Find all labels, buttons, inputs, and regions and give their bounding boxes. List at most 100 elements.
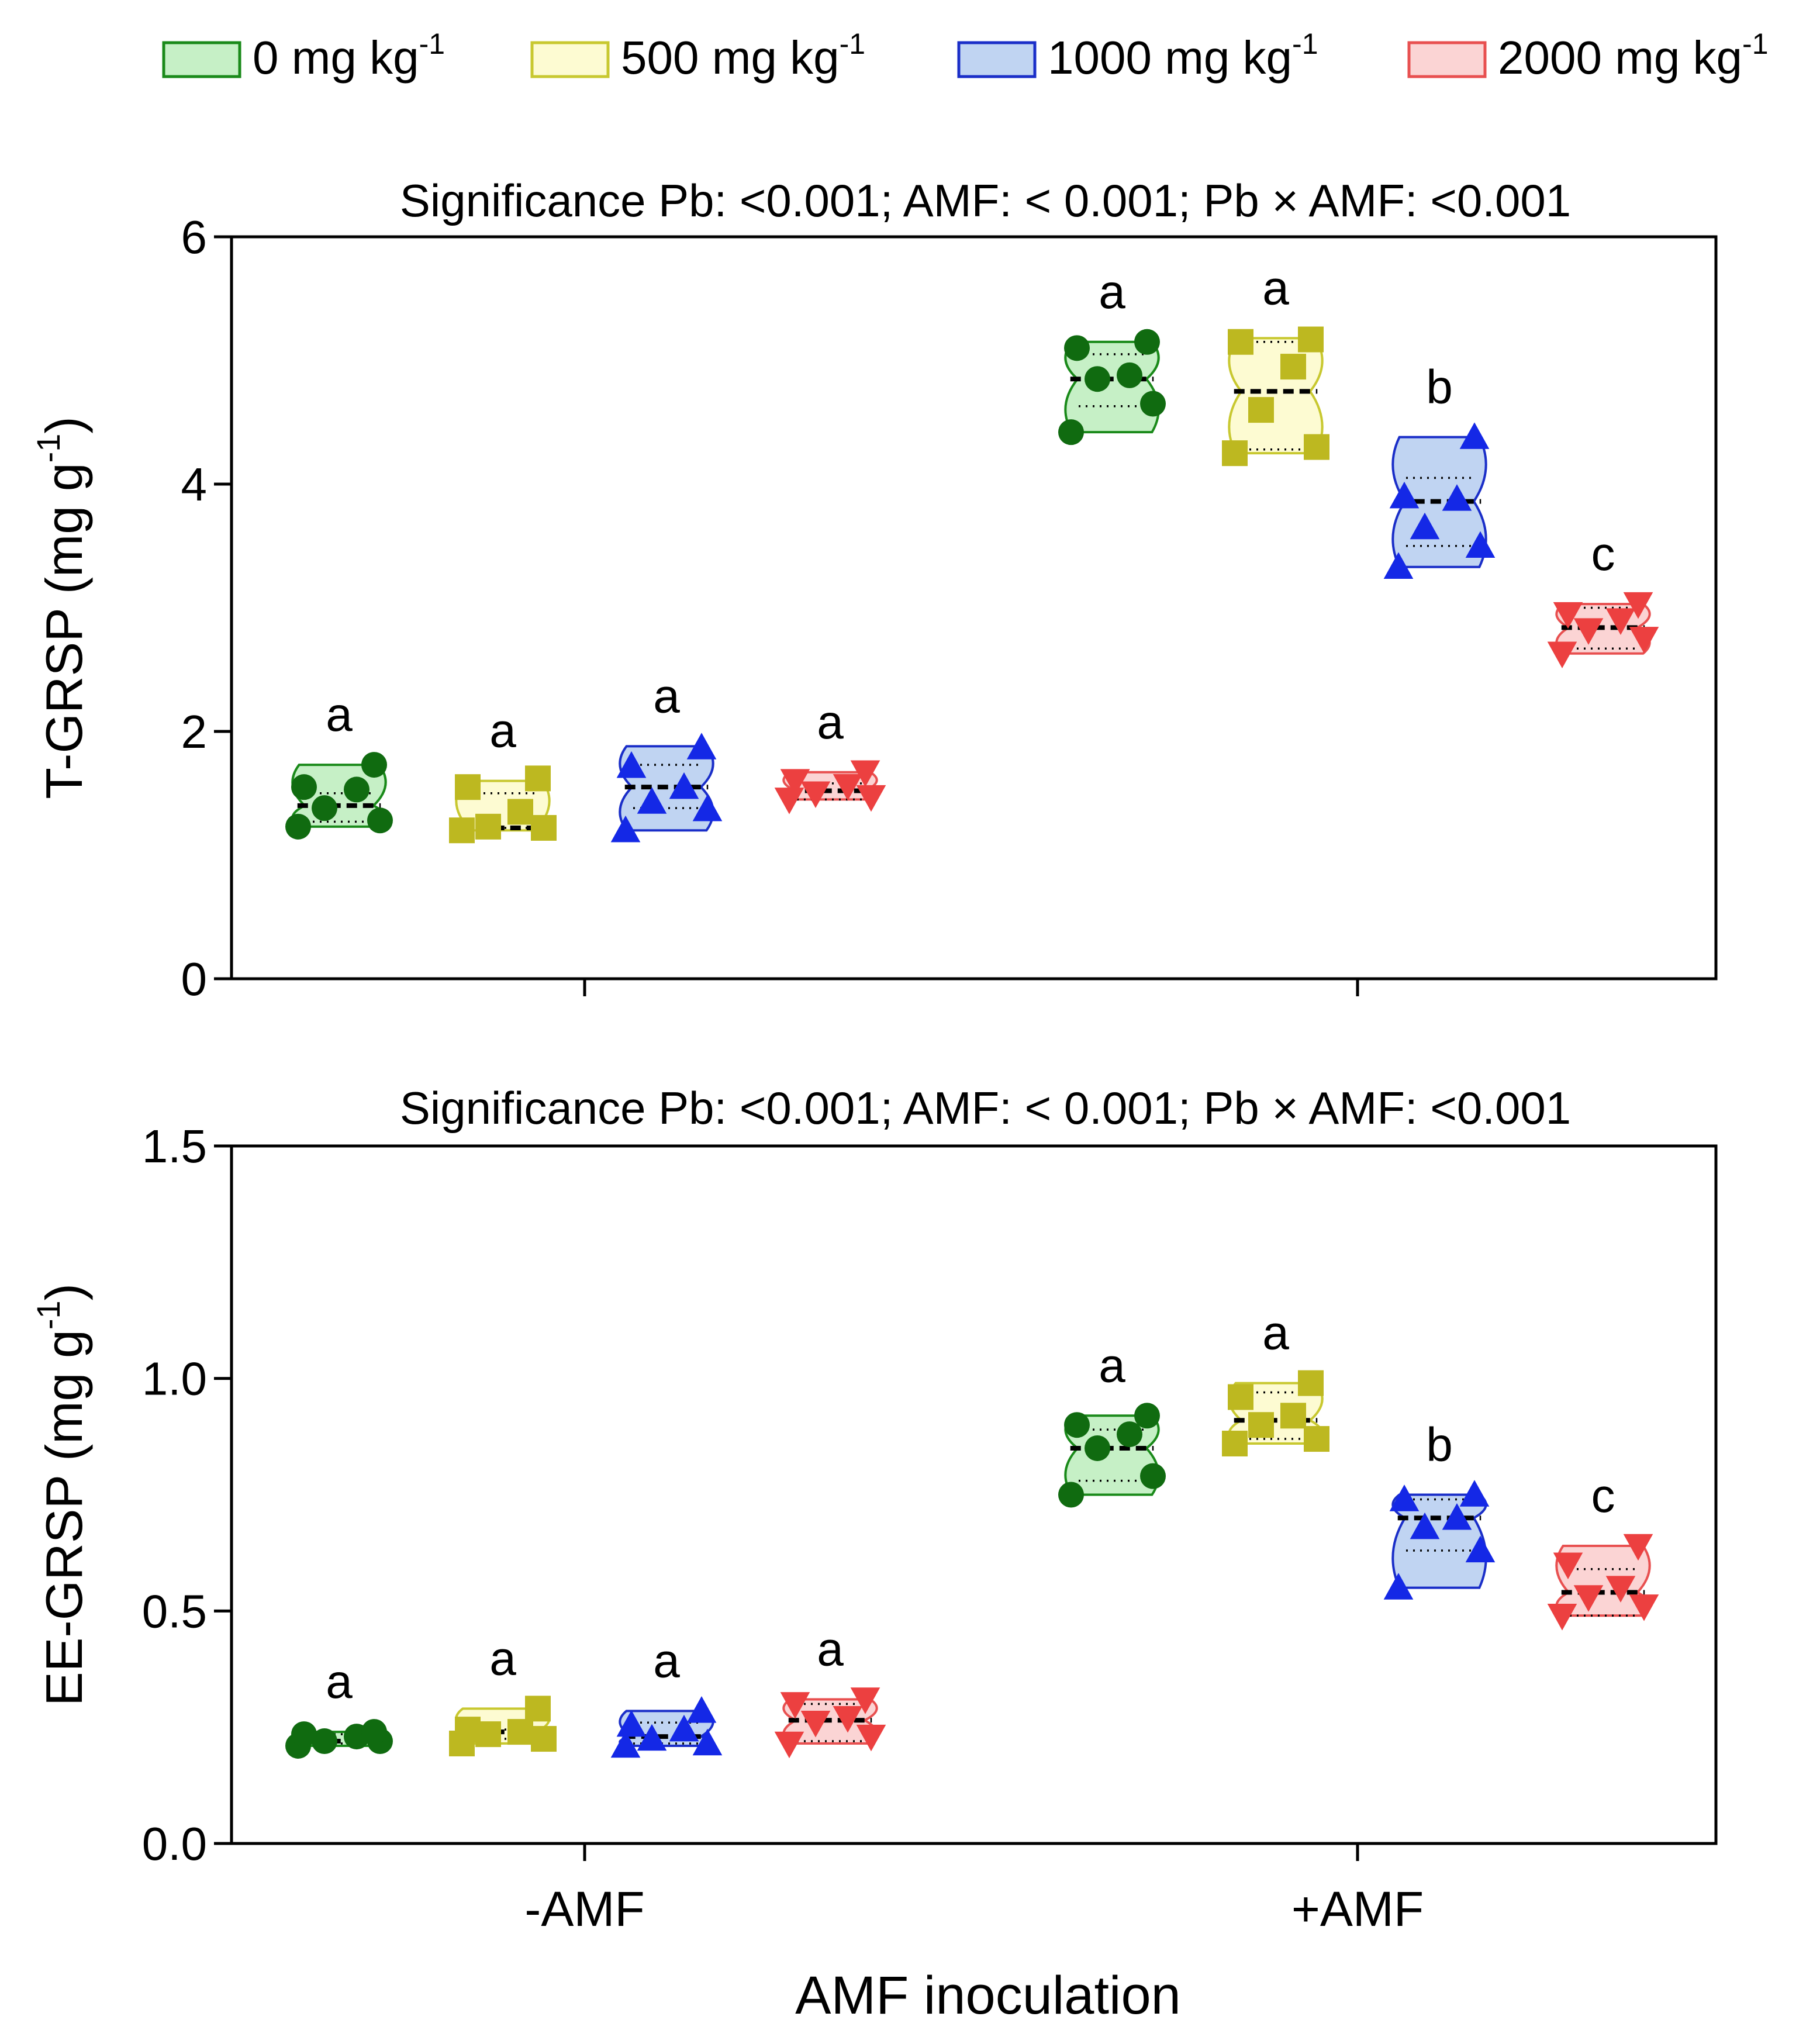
data-point <box>1298 1370 1324 1396</box>
data-point <box>1605 1576 1636 1603</box>
data-point <box>1304 1426 1329 1452</box>
legend-swatch <box>957 41 1037 78</box>
panel-eegrsp: Significance Pb: <0.001; AMF: < 0.001; P… <box>30 1082 1718 1870</box>
data-point <box>455 1717 481 1743</box>
data-point <box>475 813 501 840</box>
data-point <box>774 1731 804 1759</box>
data-point <box>1442 484 1472 511</box>
violin: a <box>1222 261 1329 467</box>
significance-letter: c <box>1591 1469 1615 1522</box>
legend-label: 500 mg kg-1 <box>621 27 865 84</box>
data-point <box>1280 354 1306 380</box>
data-point <box>692 1728 723 1756</box>
data-point <box>291 1721 317 1748</box>
data-point <box>1389 481 1420 509</box>
y-tick-label: 2 <box>181 706 208 758</box>
data-point <box>1134 1403 1160 1429</box>
data-point <box>856 1724 886 1752</box>
data-point <box>1228 329 1253 355</box>
x-axis: -AMF +AMF AMF inoculation <box>524 1881 1424 2025</box>
legend-label: 0 mg kg-1 <box>253 27 445 84</box>
data-point <box>1140 1463 1166 1489</box>
data-point <box>686 733 717 759</box>
violin: a <box>1222 1307 1329 1457</box>
significance-letter: a <box>1099 1339 1125 1392</box>
data-point <box>1553 602 1583 629</box>
data-point <box>856 785 886 812</box>
data-point <box>1383 552 1414 579</box>
violin: b <box>1383 361 1496 579</box>
data-point <box>774 788 804 814</box>
data-point <box>616 1710 647 1737</box>
data-point <box>312 795 337 821</box>
data-point <box>686 1696 717 1723</box>
data-point <box>1298 326 1324 353</box>
data-point <box>1248 1412 1274 1438</box>
data-point <box>1573 618 1604 645</box>
violin: a <box>285 688 393 840</box>
data-point <box>1459 1480 1490 1507</box>
data-point <box>1248 397 1274 423</box>
data-point <box>1085 366 1110 392</box>
data-point <box>1573 1585 1604 1612</box>
violin: a <box>774 696 886 814</box>
panel-title: Significance Pb: <0.001; AMF: < 0.001; P… <box>400 1082 1571 1134</box>
violin: a <box>449 705 557 844</box>
data-point <box>1117 362 1142 388</box>
legend-label: 1000 mg kg-1 <box>1048 27 1318 84</box>
significance-letter: a <box>326 688 353 741</box>
data-point <box>455 774 481 800</box>
legend-swatch <box>530 41 610 78</box>
data-point <box>669 1714 699 1742</box>
violin: a <box>449 1632 557 1757</box>
data-point <box>1623 1534 1653 1561</box>
data-point <box>1553 1552 1583 1580</box>
data-point <box>367 807 393 834</box>
data-point <box>1280 1403 1306 1429</box>
significance-letter: a <box>1262 1307 1289 1360</box>
y-tick-label: 0.5 <box>142 1585 207 1637</box>
data-point <box>449 817 475 844</box>
data-point <box>850 760 880 788</box>
data-point <box>1222 440 1248 467</box>
data-point <box>312 1728 337 1755</box>
data-point <box>531 814 557 841</box>
legend: 0 mg kg-1 500 mg kg-1 1000 mg kg-1 2000 mg … <box>162 27 1769 84</box>
data-point <box>850 1687 880 1714</box>
data-point <box>669 772 699 799</box>
data-point <box>800 1710 831 1738</box>
data-point <box>1629 1594 1659 1621</box>
data-point <box>692 794 723 821</box>
data-point <box>1058 419 1084 446</box>
data-point <box>833 1706 863 1733</box>
data-point <box>610 1731 641 1758</box>
legend-item: 500 mg kg-1 <box>530 27 865 84</box>
data-point <box>1389 1484 1420 1511</box>
data-point <box>285 813 311 840</box>
data-point <box>1222 1431 1248 1457</box>
significance-letter: a <box>489 1632 516 1685</box>
violin: a <box>1058 265 1166 446</box>
data-point <box>1465 1535 1496 1563</box>
data-point <box>1085 1435 1110 1461</box>
data-point <box>780 1692 810 1719</box>
data-point <box>1383 1573 1414 1600</box>
data-point <box>525 1696 551 1722</box>
y-axis-title: EE-GRSP (mg g-1) <box>30 1283 93 1706</box>
legend-swatch <box>1407 41 1487 78</box>
data-point <box>1465 531 1496 558</box>
legend-label: 2000 mg kg-1 <box>1498 27 1769 84</box>
significance-letter: a <box>653 669 680 723</box>
violin: c <box>1547 1469 1659 1631</box>
significance-letter: a <box>817 1622 844 1676</box>
legend-item: 1000 mg kg-1 <box>957 27 1318 84</box>
data-point <box>1442 1503 1472 1530</box>
violin: a <box>285 1655 393 1759</box>
legend-item: 0 mg kg-1 <box>162 27 445 84</box>
data-point <box>1547 641 1577 669</box>
y-axis-title: T-GRSP (mg g-1) <box>30 416 93 799</box>
data-point <box>616 751 647 778</box>
violin: a <box>774 1622 886 1759</box>
data-point <box>291 774 317 800</box>
significance-letter: c <box>1591 527 1615 581</box>
